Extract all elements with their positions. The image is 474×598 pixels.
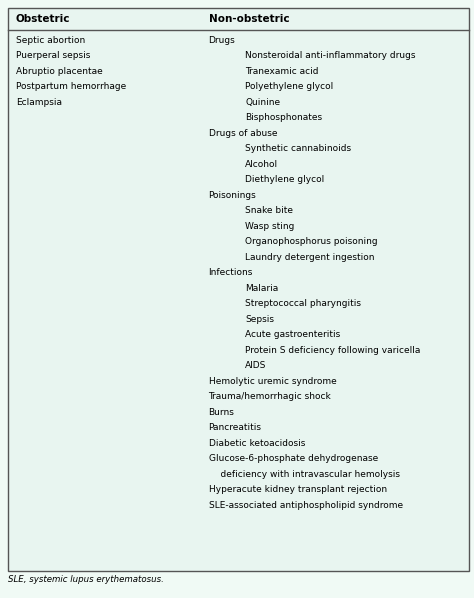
Text: Trauma/hemorrhagic shock: Trauma/hemorrhagic shock xyxy=(209,392,331,401)
Text: Hyperacute kidney transplant rejection: Hyperacute kidney transplant rejection xyxy=(209,486,387,495)
Text: Quinine: Quinine xyxy=(246,98,281,107)
Text: Polyethylene glycol: Polyethylene glycol xyxy=(246,83,334,91)
Text: Bisphosphonates: Bisphosphonates xyxy=(246,114,322,123)
Text: Acute gastroenteritis: Acute gastroenteritis xyxy=(246,331,341,340)
Text: AIDS: AIDS xyxy=(246,362,267,371)
Text: Synthetic cannabinoids: Synthetic cannabinoids xyxy=(246,145,352,154)
Text: Septic abortion: Septic abortion xyxy=(16,36,85,45)
Text: Alcohol: Alcohol xyxy=(246,160,279,169)
Text: Nonsteroidal anti-inflammatory drugs: Nonsteroidal anti-inflammatory drugs xyxy=(246,51,416,60)
Text: Protein S deficiency following varicella: Protein S deficiency following varicella xyxy=(246,346,421,355)
Text: Diethylene glycol: Diethylene glycol xyxy=(246,175,325,185)
Text: Drugs of abuse: Drugs of abuse xyxy=(209,129,277,138)
Text: Organophosphorus poisoning: Organophosphorus poisoning xyxy=(246,237,378,246)
Text: Wasp sting: Wasp sting xyxy=(246,222,295,231)
Text: Burns: Burns xyxy=(209,408,235,417)
Text: Streptococcal pharyngitis: Streptococcal pharyngitis xyxy=(246,300,361,309)
Text: Non-obstetric: Non-obstetric xyxy=(209,14,289,24)
Text: Tranexamic acid: Tranexamic acid xyxy=(246,67,319,76)
Text: Diabetic ketoacidosis: Diabetic ketoacidosis xyxy=(209,439,305,448)
Text: Infections: Infections xyxy=(209,269,253,277)
Text: SLE-associated antiphospholipid syndrome: SLE-associated antiphospholipid syndrome xyxy=(209,501,402,510)
Text: deficiency with intravascular hemolysis: deficiency with intravascular hemolysis xyxy=(209,470,400,479)
Text: Poisonings: Poisonings xyxy=(209,191,256,200)
Text: Sepsis: Sepsis xyxy=(246,315,274,324)
Text: Postpartum hemorrhage: Postpartum hemorrhage xyxy=(16,83,126,91)
Text: Hemolytic uremic syndrome: Hemolytic uremic syndrome xyxy=(209,377,336,386)
Text: Eclampsia: Eclampsia xyxy=(16,98,62,107)
Text: Drugs: Drugs xyxy=(209,36,235,45)
Text: Pancreatitis: Pancreatitis xyxy=(209,423,262,432)
Text: Laundry detergent ingestion: Laundry detergent ingestion xyxy=(246,253,375,262)
Text: SLE, systemic lupus erythematosus.: SLE, systemic lupus erythematosus. xyxy=(8,575,164,584)
Text: Obstetric: Obstetric xyxy=(16,14,71,24)
Text: Malaria: Malaria xyxy=(246,284,279,293)
Text: Glucose-6-phosphate dehydrogenase: Glucose-6-phosphate dehydrogenase xyxy=(209,454,378,463)
Text: Puerperal sepsis: Puerperal sepsis xyxy=(16,51,91,60)
Text: Abruptio placentae: Abruptio placentae xyxy=(16,67,103,76)
Text: Snake bite: Snake bite xyxy=(246,206,293,215)
